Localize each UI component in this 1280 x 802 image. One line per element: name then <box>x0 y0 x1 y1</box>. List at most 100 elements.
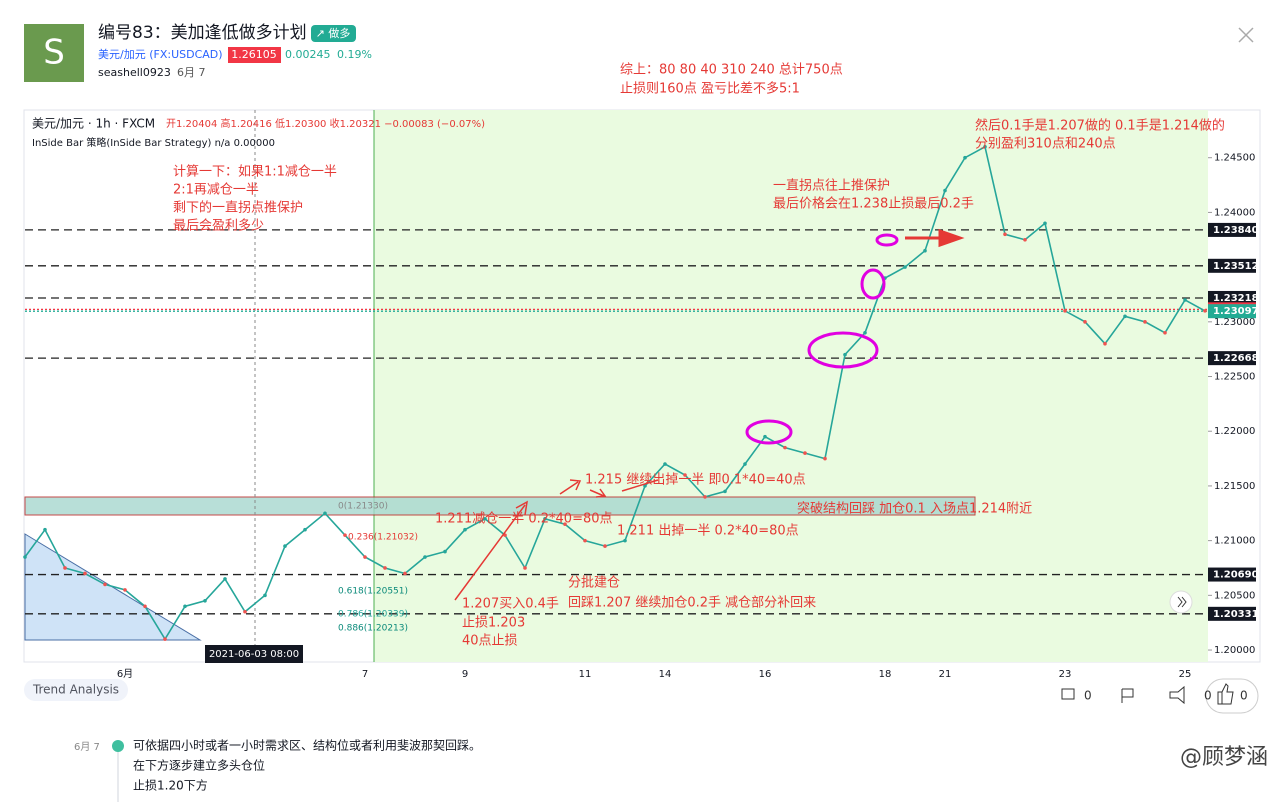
price-point <box>423 555 427 559</box>
symbol[interactable]: 美元/加元 (FX:USDCAD) <box>98 48 223 61</box>
flag-icon[interactable] <box>1121 688 1134 703</box>
fib-label: 0.618(1.20551) <box>338 587 408 597</box>
summary: 综上：80 80 40 310 240 总计750点 <box>620 63 843 78</box>
price-point <box>223 577 227 581</box>
x-tick-label: 21 <box>939 669 952 680</box>
annotation: 1.211 出掉一半 0.2*40=80点 <box>617 524 799 539</box>
price-point <box>703 495 707 499</box>
arrow <box>589 488 607 498</box>
price-point <box>63 566 67 570</box>
price-point <box>163 637 167 641</box>
price: 1.26105 <box>231 48 277 61</box>
chart-legend: InSide Bar 策略(InSide Bar Strategy) n/a 0… <box>32 136 275 149</box>
level-label-bg <box>1208 567 1256 582</box>
highlight-ellipse <box>745 419 793 445</box>
arrow <box>559 479 582 495</box>
price-point <box>943 188 947 193</box>
price-point <box>823 456 827 461</box>
price-point <box>963 155 967 160</box>
price-point <box>43 527 47 532</box>
timeline-dot <box>112 740 124 752</box>
highlight-ellipse <box>860 268 886 300</box>
price-point <box>863 330 867 335</box>
price-point <box>1083 320 1087 324</box>
annotation: 回踩1.207 继续加仓0.2手 减仓部分补回来 <box>568 596 816 611</box>
annotation: 最后价格会在1.238止损最后0.2手 <box>773 196 974 212</box>
price-point <box>1143 320 1147 324</box>
scroll-button[interactable] <box>1169 590 1193 614</box>
y-tick-label: 1.24500 <box>1214 153 1255 164</box>
price-point <box>1103 341 1107 346</box>
price-point <box>623 538 627 543</box>
comment-icon[interactable] <box>1061 688 1075 700</box>
annotation: 1.211减仓一半 0.2*40=80点 <box>435 512 613 527</box>
comment-line: 可依据四小时或者一小时需求区、结构位或者利用斐波那契回踩。 <box>133 738 481 753</box>
price-point <box>763 434 767 439</box>
annotation: 40点止损 <box>462 634 518 649</box>
price-point <box>543 516 547 521</box>
price-point <box>603 544 607 548</box>
price-point <box>363 555 367 559</box>
price-point <box>83 571 87 576</box>
crosshair-label: 2021-06-03 08:00 <box>209 649 299 660</box>
tag[interactable]: Trend Analysis <box>32 683 119 697</box>
level-label-bg <box>1208 351 1256 366</box>
price-point <box>343 533 347 537</box>
share-icon[interactable] <box>1169 685 1185 705</box>
price-point <box>323 511 327 516</box>
annotation: 分批建仓 <box>568 576 620 591</box>
price-point <box>1003 232 1007 237</box>
price-point <box>23 555 27 559</box>
price-point <box>483 516 487 521</box>
level-label-bg <box>1208 290 1256 305</box>
crosshair-label-bg <box>205 645 303 663</box>
price-point <box>1203 309 1207 313</box>
x-tick-label: 23 <box>1059 669 1072 680</box>
annotation: 然后0.1手是1.207做的 0.1手是1.214做的 <box>975 118 1225 134</box>
y-tick-label: 1.21500 <box>1214 481 1255 492</box>
close-button[interactable] <box>1238 27 1254 43</box>
x-tick-label: 9 <box>462 669 468 680</box>
price-point <box>283 544 287 548</box>
arrow <box>454 500 528 601</box>
x-tick-label: 7 <box>362 669 368 680</box>
annotation: 2:1再减仓一半 <box>173 183 259 198</box>
y-tick-label: 1.24000 <box>1214 207 1255 218</box>
price-point <box>743 462 747 466</box>
price-point <box>583 538 587 543</box>
price-point <box>243 609 247 614</box>
price-point <box>843 352 847 357</box>
y-tick-label: 1.20000 <box>1214 645 1255 656</box>
idea-title: 编号83：美加逢低做多计划 <box>98 23 307 43</box>
fib-label: 0.886(1.20213) <box>338 624 408 634</box>
annotation: 分别盈利310点和240点 <box>975 137 1116 152</box>
badge-bg <box>311 25 356 42</box>
x-tick-label: 14 <box>659 669 672 680</box>
level-label: 1.20331 <box>1213 609 1259 620</box>
x-tick-label: 6月 <box>117 668 133 680</box>
author[interactable]: seashell0923 <box>98 66 171 79</box>
x-tick-label: 11 <box>579 669 592 680</box>
price-point <box>1043 221 1047 226</box>
price-point <box>783 445 787 450</box>
price-point <box>523 566 527 570</box>
price-point <box>923 248 927 253</box>
chart-legend: 开1.20404 高1.20416 低1.20300 收1.20321 −0.0… <box>166 117 485 130</box>
annotation: 止损1.203 <box>462 616 525 631</box>
like-count: 0 <box>1240 689 1248 703</box>
change-pct: 0.19% <box>337 48 372 61</box>
price-point <box>803 451 807 455</box>
price-point <box>103 582 107 587</box>
price-line <box>24 145 1206 641</box>
level-label: 1.20690 <box>1213 570 1259 581</box>
change: 0.00245 <box>285 48 331 61</box>
price-point <box>203 599 207 603</box>
comment-count: 0 <box>1084 689 1092 703</box>
fib-label: 0.236(1.21032) <box>348 533 418 543</box>
annotation: 最后会盈利多少 <box>173 218 264 234</box>
x-tick-label: 25 <box>1179 669 1192 680</box>
level-label: 1.23218 <box>1213 293 1259 304</box>
highlight-zone <box>374 110 1208 662</box>
badge: ↗ 做多 <box>316 26 351 40</box>
